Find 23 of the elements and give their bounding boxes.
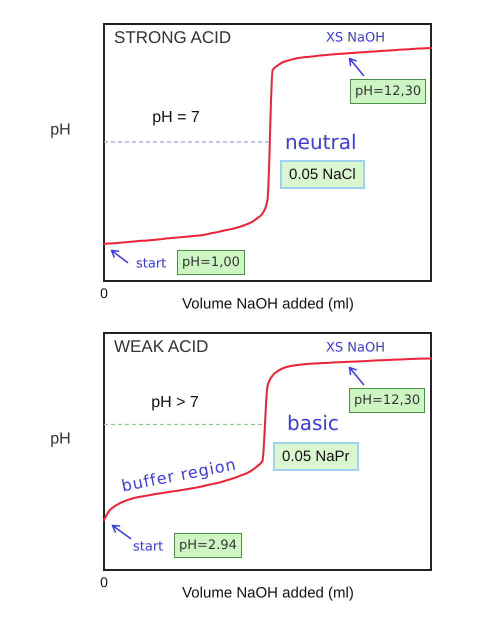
annotation: buffer region bbox=[120, 454, 238, 496]
y-axis-title: pH bbox=[50, 122, 71, 138]
annotation: pH > 7 bbox=[151, 394, 199, 412]
annotation: start bbox=[136, 256, 166, 272]
annotation: 0.05 NaPr bbox=[273, 442, 359, 471]
text: 0 bbox=[100, 574, 108, 590]
annotation: start bbox=[133, 540, 164, 554]
text: XS NaOH bbox=[326, 30, 385, 46]
text: XS NaOH bbox=[326, 340, 385, 356]
annotation: pH = 7 bbox=[152, 109, 200, 127]
annotation: pH=1,00 bbox=[177, 250, 245, 275]
annotation: pH=12,30 bbox=[349, 388, 426, 413]
annotation: pH=12,30 bbox=[350, 79, 426, 104]
annotation: basic bbox=[287, 411, 339, 435]
text: 0 bbox=[100, 285, 108, 301]
x-axis-title: Volume NaOH added (ml) bbox=[182, 584, 354, 602]
annotation: pH=2.94 bbox=[174, 533, 242, 558]
annotation: neutral bbox=[285, 130, 357, 154]
chart-title: WEAK ACID bbox=[114, 337, 208, 356]
y-axis-title: pH bbox=[50, 430, 71, 448]
chart-title: STRONG ACID bbox=[114, 28, 232, 47]
x-axis-title: Volume NaOH added (ml) bbox=[182, 296, 354, 312]
annotation: 0.05 NaCl bbox=[280, 160, 365, 189]
